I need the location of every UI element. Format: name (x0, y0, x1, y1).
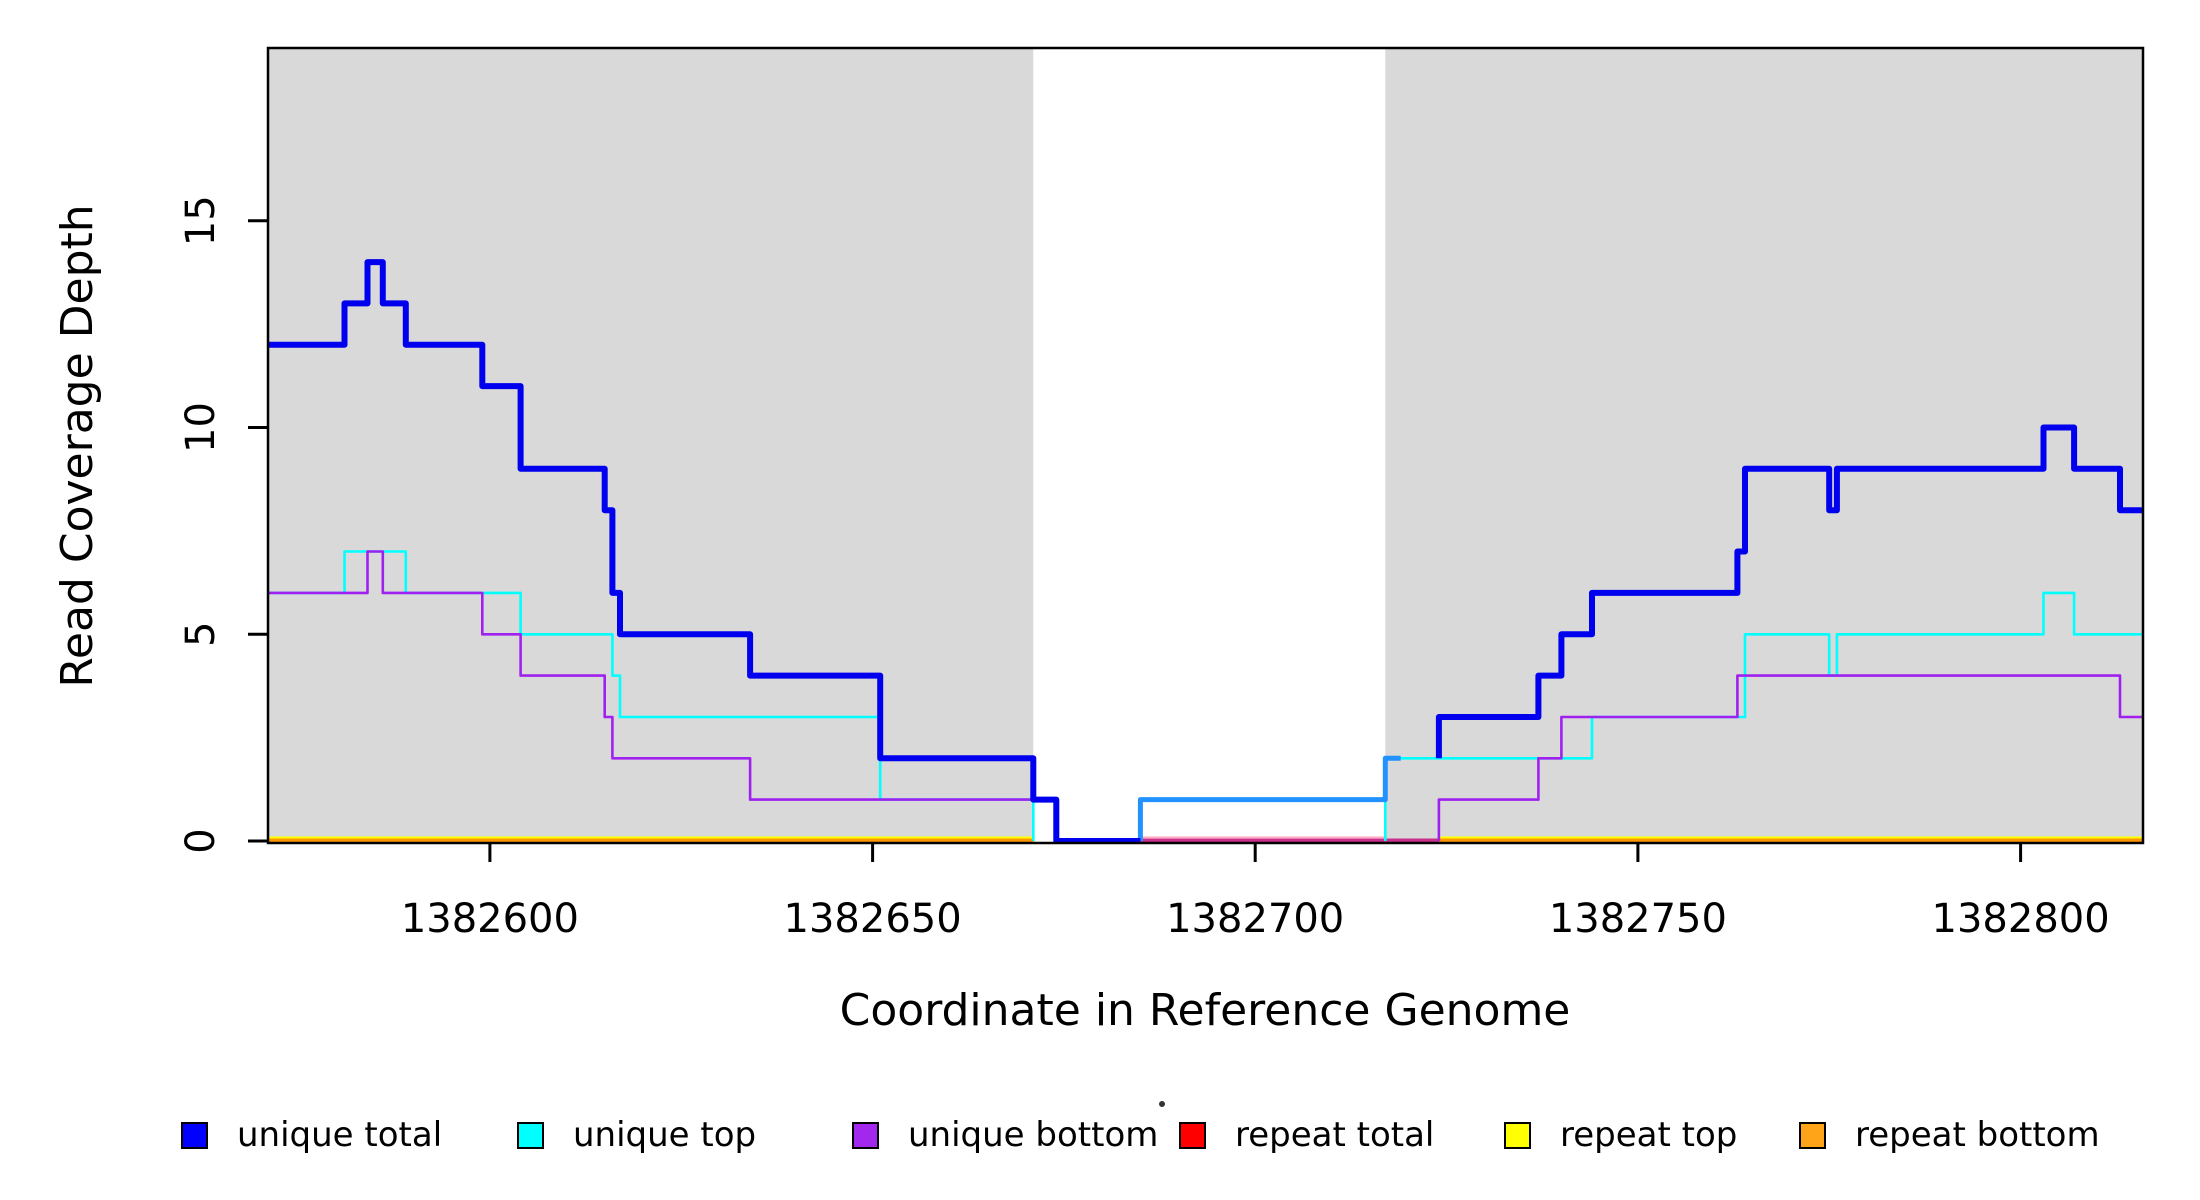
legend-label: unique top (573, 1115, 756, 1155)
legend-label: repeat top (1560, 1115, 1737, 1155)
y-tick-label: 15 (178, 195, 224, 246)
x-tick-label: 1382700 (1166, 896, 1344, 942)
legend-swatch-unique-top (517, 1122, 544, 1149)
legend-swatch-unique-total (181, 1122, 208, 1149)
legend-label: unique bottom (908, 1115, 1158, 1155)
coverage-lines (268, 259, 2143, 844)
legend-swatch-repeat-bottom (1799, 1122, 1826, 1149)
overlay-gap-depth-one-line (1137, 755, 1401, 841)
x-tick-label: 1382750 (1549, 896, 1727, 942)
series-line-unique-bottom-part1 (268, 550, 1058, 841)
legend: unique total unique top unique bottom repea… (181, 1115, 2100, 1155)
series-line-unique-bottom-part2 (1437, 674, 2143, 841)
x-tick-label: 1382650 (784, 896, 962, 942)
decorations (1159, 1101, 1165, 1107)
series-line-unique-total-part2 (1435, 424, 2143, 759)
legend-swatch-repeat-top (1504, 1122, 1531, 1149)
stray-dot (1159, 1101, 1165, 1107)
legend-entry: unique top (517, 1115, 756, 1155)
legend-entry: repeat bottom (1799, 1115, 2100, 1155)
unique-region-left (268, 48, 1034, 843)
y-axis-title: Read Coverage Depth (52, 204, 103, 687)
series-line-unique-total-part1 (268, 259, 1141, 844)
x-tick-label: 1382800 (1932, 896, 2110, 942)
axis-ticks (248, 219, 2023, 862)
legend-entry: unique bottom (852, 1115, 1158, 1155)
y-tick-label: 10 (178, 402, 224, 453)
legend-swatch-repeat-total (1179, 1122, 1206, 1149)
legend-label: repeat total (1235, 1115, 1434, 1155)
unique-region-right (1385, 48, 2143, 843)
legend-swatch-unique-bottom (852, 1122, 879, 1149)
legend-label: unique total (237, 1115, 442, 1155)
shaded-regions (268, 48, 2143, 843)
x-axis-title: Coordinate in Reference Genome (840, 985, 1571, 1036)
y-tick-label: 0 (178, 828, 224, 853)
legend-entry: unique total (181, 1115, 442, 1155)
legend-entry: repeat top (1504, 1115, 1737, 1155)
y-tick-label: 5 (178, 622, 224, 647)
axis-tick-labels: 1382600 1382650 1382700 1382750 1382800 0 5 10 1… (178, 195, 2110, 942)
plot-border (266, 46, 2145, 845)
plot-box (266, 46, 2145, 845)
legend-label: repeat bottom (1855, 1115, 2100, 1155)
series-line-unique-top-part1 (268, 550, 1035, 841)
x-tick-label: 1382600 (401, 896, 579, 942)
legend-entry: repeat total (1179, 1115, 1434, 1155)
